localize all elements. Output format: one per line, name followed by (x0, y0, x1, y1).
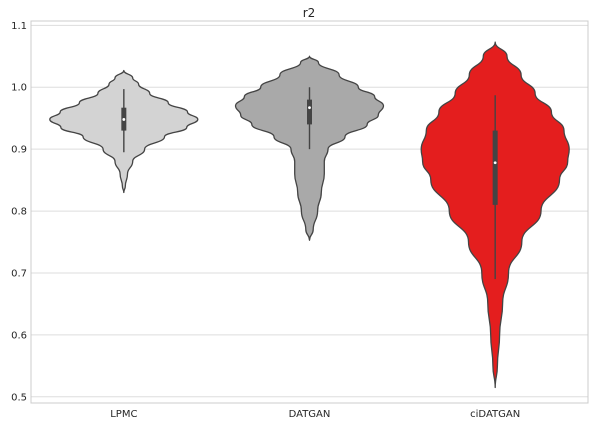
violins (49, 41, 570, 389)
chart-title: r2 (303, 6, 316, 20)
violin-lpmc (49, 69, 199, 194)
y-tick-label: 0.8 (11, 207, 27, 218)
y-tick-label: 0.6 (11, 330, 27, 341)
violin-iqr-box (492, 130, 498, 205)
y-tick-label: 1.0 (11, 83, 27, 94)
violin-iqr-box (307, 99, 312, 125)
x-tick-label: ciDATGAN (470, 409, 520, 420)
plot-frame (30, 20, 589, 404)
violin-datgan (234, 55, 385, 241)
violin-cidatgan (420, 41, 570, 389)
violin-median (122, 118, 126, 121)
x-tick-label: DATGAN (289, 409, 331, 420)
y-tick-label: 0.9 (11, 145, 27, 156)
y-tick-label: 1.1 (11, 21, 27, 32)
y-tick-label: 0.5 (11, 392, 27, 403)
y-axis-ticks: 0.5 0.6 0.7 0.8 0.9 1.0 1.1 (11, 21, 27, 403)
x-axis-ticks: LPMC DATGAN ciDATGAN (110, 409, 520, 420)
violin-median (308, 106, 311, 110)
y-tick-label: 0.7 (11, 268, 27, 279)
violin-median (493, 161, 497, 165)
x-tick-label: LPMC (110, 409, 137, 420)
